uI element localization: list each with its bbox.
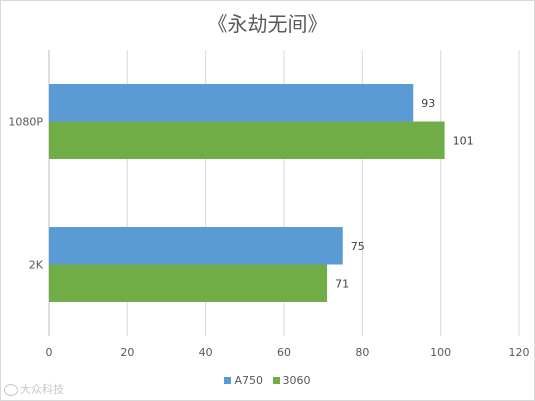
category-label: 2K xyxy=(29,259,44,272)
bar xyxy=(49,84,414,122)
legend-label-3060: 3060 xyxy=(282,374,311,387)
data-label: 71 xyxy=(335,277,349,290)
x-tick-label: 40 xyxy=(199,346,213,359)
legend-item-3060: 3060 xyxy=(272,374,311,387)
chart-legend: A750 3060 xyxy=(0,374,535,387)
watermark-text: 大众科技 xyxy=(20,383,64,396)
x-tick-label: 20 xyxy=(120,346,134,359)
chart-title: 《永劫无间》 xyxy=(207,12,328,36)
data-label: 75 xyxy=(351,240,365,253)
x-tick-label: 80 xyxy=(355,346,369,359)
data-label: 101 xyxy=(453,134,474,147)
data-label: 93 xyxy=(421,97,435,110)
x-tick-label: 0 xyxy=(46,346,53,359)
legend-swatch-a750 xyxy=(224,377,232,384)
legend-item-a750: A750 xyxy=(224,374,263,387)
legend-swatch-3060 xyxy=(272,377,280,384)
x-tick-label: 60 xyxy=(277,346,291,359)
watermark: 大众科技 xyxy=(4,381,64,397)
bar xyxy=(49,121,445,159)
x-tick-label: 100 xyxy=(430,346,451,359)
legend-label-a750: A750 xyxy=(234,374,264,387)
bar xyxy=(49,227,343,265)
category-label: 1080P xyxy=(8,116,43,129)
x-tick-label: 120 xyxy=(509,346,530,359)
watermark-logo-icon xyxy=(4,384,18,396)
bar xyxy=(49,264,328,302)
